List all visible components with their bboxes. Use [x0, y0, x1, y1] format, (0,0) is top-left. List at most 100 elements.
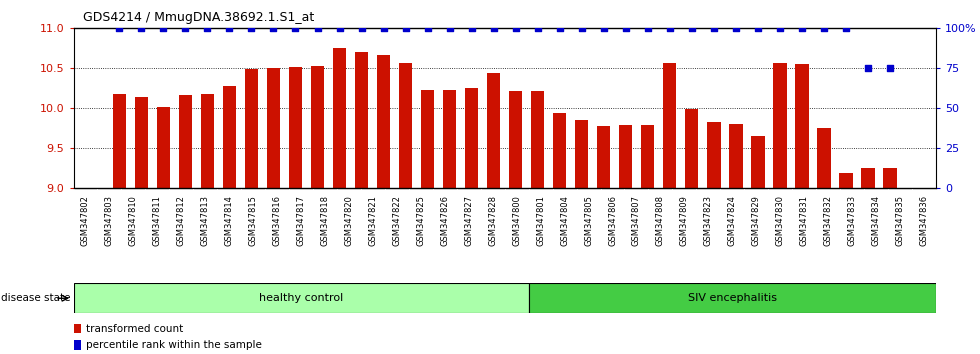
Point — [200, 25, 216, 31]
Point — [552, 25, 567, 31]
Text: GSM347810: GSM347810 — [129, 195, 138, 246]
Text: GSM347818: GSM347818 — [320, 195, 329, 246]
Text: SIV encephalitis: SIV encephalitis — [688, 293, 777, 303]
Text: GSM347801: GSM347801 — [536, 195, 545, 246]
Point — [310, 25, 325, 31]
Text: GSM347828: GSM347828 — [488, 195, 497, 246]
Text: GSM347816: GSM347816 — [272, 195, 281, 246]
Point — [221, 25, 237, 31]
Text: GSM347821: GSM347821 — [368, 195, 377, 246]
Point — [331, 25, 347, 31]
Text: GSM347802: GSM347802 — [81, 195, 90, 246]
Text: GDS4214 / MmugDNA.38692.1.S1_at: GDS4214 / MmugDNA.38692.1.S1_at — [83, 11, 315, 24]
Text: GSM347822: GSM347822 — [392, 195, 402, 246]
Text: GSM347815: GSM347815 — [249, 195, 258, 246]
Point — [244, 25, 260, 31]
Point — [838, 25, 854, 31]
Bar — [487, 73, 501, 188]
Bar — [222, 86, 236, 188]
Text: GSM347805: GSM347805 — [584, 195, 593, 246]
Bar — [74, 340, 81, 350]
Text: GSM347835: GSM347835 — [896, 195, 905, 246]
Text: disease state: disease state — [1, 293, 71, 303]
Bar — [509, 91, 522, 188]
Text: GSM347829: GSM347829 — [752, 195, 760, 246]
Text: GSM347824: GSM347824 — [728, 195, 737, 246]
Text: GSM347812: GSM347812 — [176, 195, 186, 246]
Text: GSM347800: GSM347800 — [513, 195, 521, 246]
Text: GSM347807: GSM347807 — [632, 195, 641, 246]
Point — [464, 25, 479, 31]
Bar — [619, 126, 632, 188]
Point — [288, 25, 304, 31]
Point — [618, 25, 634, 31]
Point — [112, 25, 127, 31]
Bar — [575, 120, 588, 188]
Text: GSM347817: GSM347817 — [297, 195, 306, 246]
Point — [530, 25, 546, 31]
Text: GSM347834: GSM347834 — [871, 195, 880, 246]
Point — [794, 25, 809, 31]
Bar — [421, 91, 434, 188]
Text: healthy control: healthy control — [259, 293, 343, 303]
Text: GSM347814: GSM347814 — [224, 195, 233, 246]
Bar — [333, 48, 346, 188]
Point — [662, 25, 678, 31]
Bar — [157, 107, 170, 188]
Point — [266, 25, 281, 31]
Bar — [311, 66, 324, 188]
Point — [442, 25, 458, 31]
Text: GSM347804: GSM347804 — [561, 195, 569, 246]
Point — [156, 25, 171, 31]
Point — [398, 25, 414, 31]
Text: GSM347806: GSM347806 — [608, 195, 617, 246]
Bar — [685, 109, 699, 188]
Point — [772, 25, 788, 31]
Bar — [752, 136, 764, 188]
Bar — [597, 126, 611, 188]
Point — [684, 25, 700, 31]
Bar — [74, 324, 81, 333]
Point — [486, 25, 502, 31]
Bar — [840, 173, 853, 188]
Bar — [134, 97, 148, 188]
Bar — [267, 68, 280, 188]
Text: GSM347809: GSM347809 — [680, 195, 689, 246]
Bar — [528, 283, 936, 313]
Text: GSM347808: GSM347808 — [656, 195, 664, 246]
Text: GSM347803: GSM347803 — [105, 195, 114, 246]
Bar — [355, 52, 368, 188]
Text: GSM347833: GSM347833 — [848, 195, 857, 246]
Point — [133, 25, 149, 31]
Text: transformed count: transformed count — [85, 324, 183, 333]
Bar — [245, 69, 258, 188]
Bar — [861, 168, 875, 188]
Point — [508, 25, 523, 31]
Text: GSM347820: GSM347820 — [345, 195, 354, 246]
Bar — [178, 95, 192, 188]
Point — [640, 25, 656, 31]
Bar — [553, 113, 566, 188]
Point — [882, 65, 898, 71]
Bar — [796, 64, 808, 188]
Point — [596, 25, 612, 31]
Text: GSM347830: GSM347830 — [776, 195, 785, 246]
Point — [177, 25, 193, 31]
Bar — [729, 124, 743, 188]
Text: GSM347831: GSM347831 — [800, 195, 808, 246]
Text: GSM347811: GSM347811 — [153, 195, 162, 246]
Bar — [884, 168, 897, 188]
Bar — [773, 63, 787, 188]
Bar — [443, 91, 457, 188]
Text: percentile rank within the sample: percentile rank within the sample — [85, 340, 262, 350]
Bar — [641, 126, 655, 188]
Bar — [113, 95, 125, 188]
Text: GSM347827: GSM347827 — [465, 195, 473, 246]
Bar — [377, 55, 390, 188]
Point — [860, 65, 876, 71]
Bar — [531, 91, 544, 188]
Bar — [663, 63, 676, 188]
Text: GSM347825: GSM347825 — [416, 195, 425, 246]
Bar — [817, 128, 831, 188]
Text: GSM347832: GSM347832 — [823, 195, 833, 246]
